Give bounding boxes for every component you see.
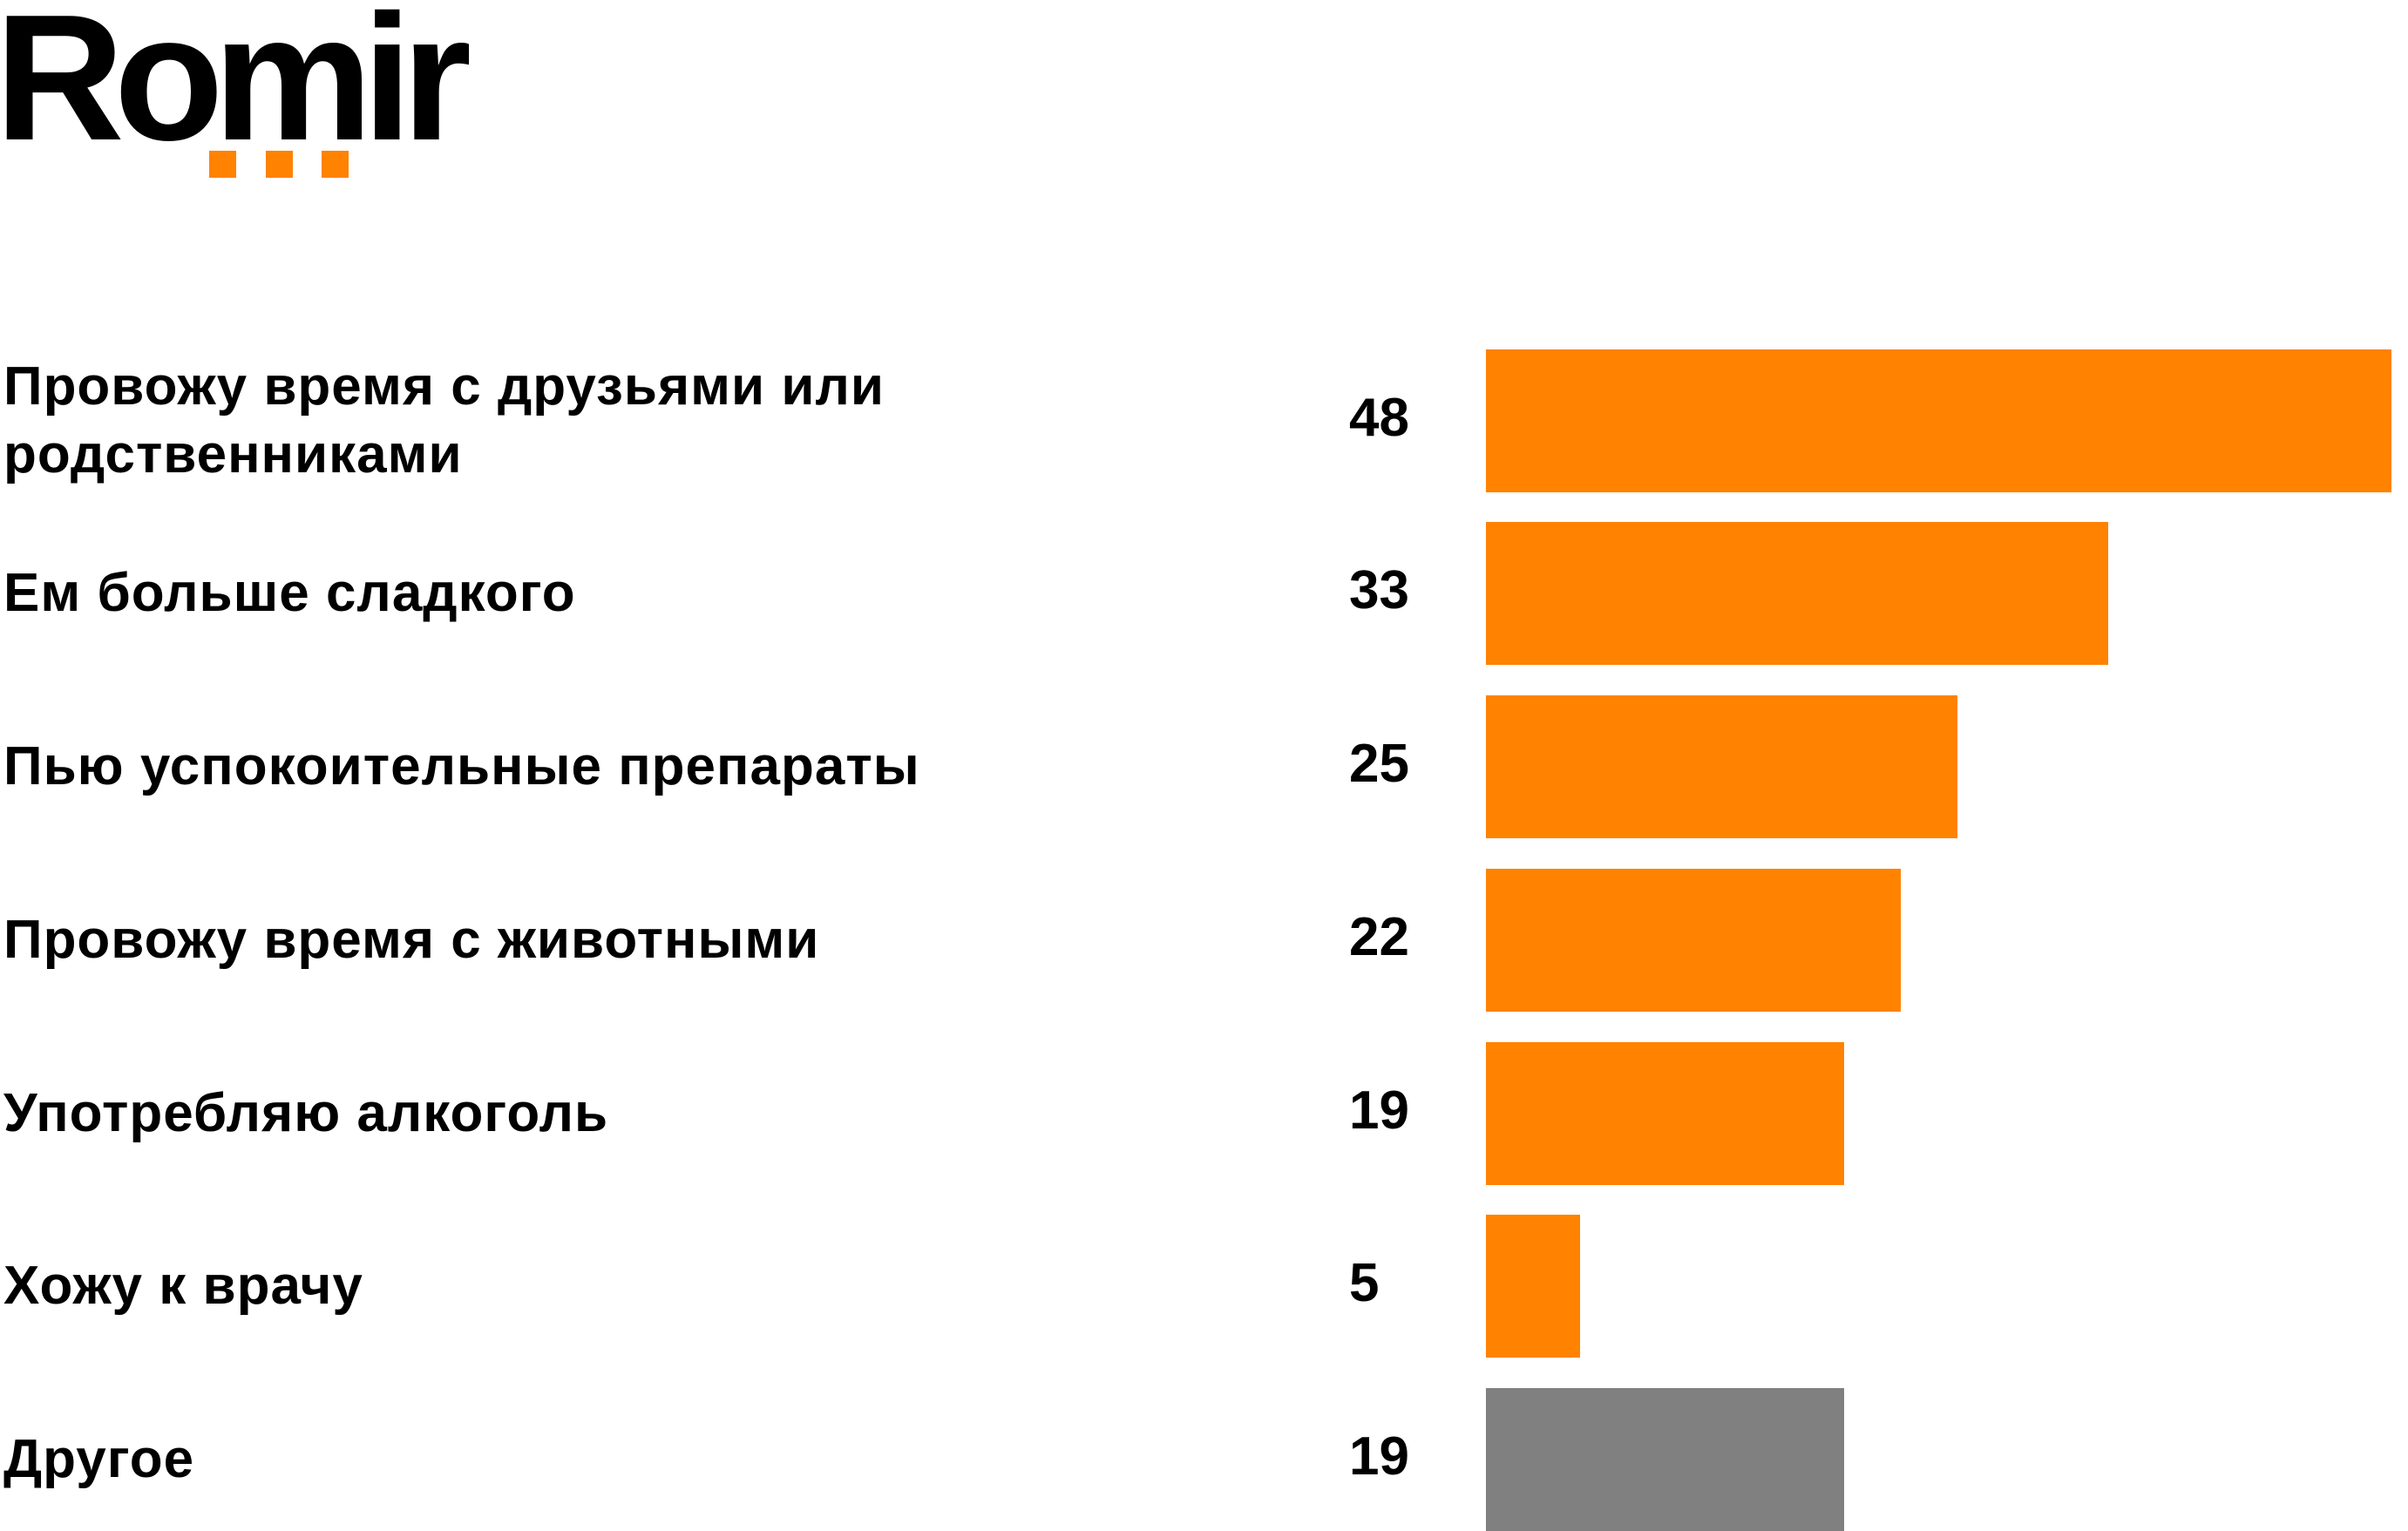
bar: [1486, 695, 1957, 838]
chart-row: Хожу к врачу 5: [0, 1215, 2408, 1358]
chart-row: Другое 19: [0, 1388, 2408, 1531]
value-label: 22: [1349, 906, 1409, 967]
chart-row: Пью успокоительные препараты 25: [0, 695, 2408, 838]
category-label: Пью успокоительные препараты: [3, 736, 920, 796]
bar: [1486, 1042, 1844, 1185]
category-label: Хожу к врачу: [3, 1256, 363, 1316]
value-label: 25: [1349, 733, 1409, 794]
logo-dot: [322, 151, 349, 178]
category-label: Провожу время с животными: [3, 910, 820, 970]
value-label: 19: [1349, 1080, 1409, 1141]
category-label: Ем больше сладкого: [3, 563, 576, 623]
chart-row: Ем больше сладкого 33: [0, 522, 2408, 665]
chart-row: Провожу время с животными 22: [0, 869, 2408, 1012]
chart-row: Провожу время с друзьями или родственник…: [0, 349, 2408, 492]
category-label: Другое: [3, 1429, 195, 1489]
category-label: Провожу время с друзьями или родственник…: [3, 356, 885, 484]
bar: [1486, 1215, 1580, 1358]
romir-logo: Romir: [0, 0, 488, 192]
logo-dot: [209, 151, 236, 178]
logo-text: Romir: [0, 0, 471, 178]
bar: [1486, 869, 1901, 1012]
value-label: 5: [1349, 1252, 1380, 1313]
chart-row: Употребляю алкоголь 19: [0, 1042, 2408, 1185]
bar: [1486, 1388, 1844, 1531]
bar: [1486, 349, 2391, 492]
value-label: 33: [1349, 559, 1409, 620]
category-label: Употребляю алкоголь: [3, 1083, 609, 1143]
bar: [1486, 522, 2108, 665]
value-label: 48: [1349, 387, 1409, 448]
logo-dot: [266, 151, 293, 178]
value-label: 19: [1349, 1426, 1409, 1487]
